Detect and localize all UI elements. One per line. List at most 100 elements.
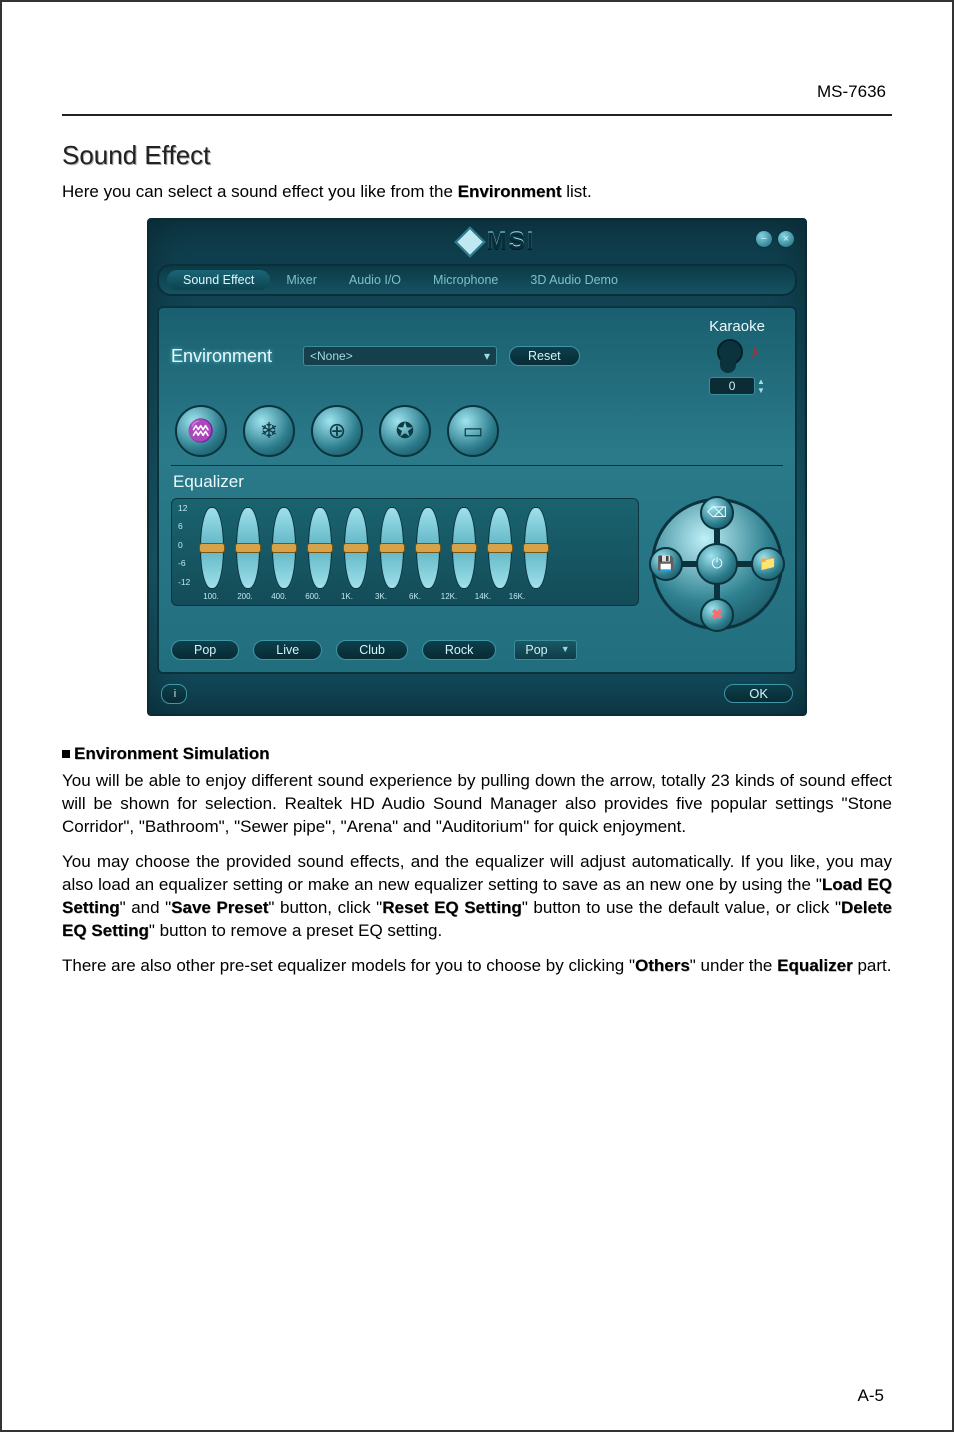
eq-band-label: 600.	[302, 592, 324, 601]
environment-dropdown[interactable]: <None> ▾	[303, 346, 497, 366]
env-preset-bathroom-icon[interactable]: ❄	[243, 405, 295, 457]
eq-band-label: 16K.	[506, 592, 528, 601]
p3-text: There are also other pre-set equalizer m…	[62, 956, 635, 975]
close-icon[interactable]: ×	[777, 230, 795, 248]
eq-band-label: 14K.	[472, 592, 494, 601]
eq-slider-400[interactable]	[272, 507, 296, 589]
karaoke-value: 0	[709, 377, 755, 395]
tab-microphone[interactable]: Microphone	[417, 270, 514, 290]
eq-band-label: 100.	[200, 592, 222, 601]
preset-club-button[interactable]: Club	[336, 640, 408, 660]
eq-slider-1k[interactable]	[344, 507, 368, 589]
preset-pop-button[interactable]: Pop	[171, 640, 239, 660]
karaoke-label: Karaoke	[691, 318, 783, 335]
p3-bold-others: Others	[635, 956, 690, 975]
equalizer-label: Equalizer	[173, 472, 783, 492]
window-titlebar: MSI − ×	[157, 226, 797, 256]
ok-button[interactable]: OK	[724, 684, 793, 703]
environment-preset-icons: ♒ ❄ ⊕ ✪ ▭	[175, 405, 783, 457]
eq-slider-100[interactable]	[200, 507, 224, 589]
eq-y-0: 0	[178, 540, 190, 550]
p3-text: part.	[853, 956, 892, 975]
p2-text: " and "	[120, 898, 172, 917]
p2-bold-save: Save Preset	[171, 898, 268, 917]
paragraph-2: You may choose the provided sound effect…	[62, 851, 892, 943]
preset-dropdown[interactable]: Pop	[514, 640, 576, 660]
p2-bold-reset: Reset EQ Setting	[382, 898, 522, 917]
eq-band-label: 400.	[268, 592, 290, 601]
p2-text: " button to remove a preset EQ setting.	[149, 921, 442, 940]
eq-slider-200[interactable]	[236, 507, 260, 589]
eq-eraser-icon[interactable]: ⌫	[700, 496, 734, 530]
minimize-icon[interactable]: −	[755, 230, 773, 248]
eq-band-label: 1K.	[336, 592, 358, 601]
msi-logo-icon	[454, 226, 485, 257]
karaoke-icon: ♪	[715, 339, 759, 375]
eq-control-dial: ⌫ 💾 ⏻ 📁 ✖	[651, 498, 783, 630]
msi-logo-text: MSI	[487, 228, 536, 256]
tab-3d-audio-demo[interactable]: 3D Audio Demo	[514, 270, 634, 290]
preset-rock-button[interactable]: Rock	[422, 640, 496, 660]
main-panel: Environment <None> ▾ Reset Karaoke ♪	[157, 306, 797, 674]
eq-band-label: 6K.	[404, 592, 426, 601]
p2-text: " button to use the default value, or cl…	[522, 898, 841, 917]
intro-paragraph: Here you can select a sound effect you l…	[62, 181, 892, 204]
panel-divider	[171, 465, 783, 466]
env-preset-stone-corridor-icon[interactable]: ♒	[175, 405, 227, 457]
eq-save-icon[interactable]: 💾	[649, 547, 683, 581]
subheading-text: Environment Simulation	[74, 744, 270, 763]
info-icon[interactable]: i	[161, 684, 187, 704]
chevron-down-icon: ▾	[484, 349, 490, 363]
eq-band-label: 200.	[234, 592, 256, 601]
section-title: Sound Effect	[62, 140, 892, 171]
karaoke-spinner[interactable]: ▲▼	[757, 377, 765, 395]
eq-slider-600[interactable]	[308, 507, 332, 589]
subheading-env-sim: Environment Simulation	[62, 744, 892, 764]
eq-slider-14k[interactable]	[488, 507, 512, 589]
environment-dropdown-value: <None>	[310, 349, 353, 363]
p3-bold-equalizer: Equalizer	[777, 956, 853, 975]
eq-delete-icon[interactable]: ✖	[700, 598, 734, 632]
equalizer-area: 12 6 0 -6 -12	[171, 498, 783, 630]
audio-manager-window: MSI − × Sound Effect Mixer Audio I/O Mic…	[147, 218, 807, 716]
eq-y-12: 12	[178, 503, 190, 513]
eq-band-label: 12K.	[438, 592, 460, 601]
reset-button[interactable]: Reset	[509, 346, 580, 366]
environment-row: Environment <None> ▾ Reset Karaoke ♪	[171, 318, 783, 395]
intro-text-pre: Here you can select a sound effect you l…	[62, 182, 458, 201]
paragraph-1: You will be able to enjoy different soun…	[62, 770, 892, 839]
eq-preset-row: Pop Live Club Rock Pop	[171, 640, 783, 660]
eq-y-neg12: -12	[178, 577, 190, 587]
eq-band-label: 3K.	[370, 592, 392, 601]
eq-slider-3k[interactable]	[380, 507, 404, 589]
p3-text: " under the	[690, 956, 777, 975]
env-preset-auditorium-icon[interactable]: ▭	[447, 405, 499, 457]
tab-sound-effect[interactable]: Sound Effect	[167, 270, 270, 290]
eq-y-6: 6	[178, 521, 190, 531]
msi-logo: MSI	[459, 228, 536, 256]
paragraph-3: There are also other pre-set equalizer m…	[62, 955, 892, 978]
p2-text: " button, click "	[268, 898, 382, 917]
eq-power-icon[interactable]: ⏻	[696, 543, 738, 585]
env-preset-sewer-pipe-icon[interactable]: ⊕	[311, 405, 363, 457]
intro-text-bold: Environment	[458, 182, 562, 201]
page-footer: A-5	[858, 1386, 884, 1406]
tab-bar: Sound Effect Mixer Audio I/O Microphone …	[157, 264, 797, 296]
screenshot-container: MSI − × Sound Effect Mixer Audio I/O Mic…	[62, 218, 892, 716]
page-header-right: MS-7636	[62, 82, 892, 102]
eq-slider-12k[interactable]	[452, 507, 476, 589]
p2-text: You may choose the provided sound effect…	[62, 852, 892, 894]
environment-label: Environment	[171, 346, 291, 367]
window-footer: i OK	[157, 684, 797, 704]
tab-mixer[interactable]: Mixer	[270, 270, 333, 290]
eq-load-icon[interactable]: 📁	[751, 547, 785, 581]
eq-slider-6k[interactable]	[416, 507, 440, 589]
bullet-icon	[62, 750, 70, 758]
eq-slider-16k[interactable]	[524, 507, 548, 589]
tab-audio-io[interactable]: Audio I/O	[333, 270, 417, 290]
equalizer-sliders: 12 6 0 -6 -12	[171, 498, 639, 606]
env-preset-arena-icon[interactable]: ✪	[379, 405, 431, 457]
header-divider	[62, 114, 892, 116]
eq-y-axis: 12 6 0 -6 -12	[178, 503, 190, 587]
preset-live-button[interactable]: Live	[253, 640, 322, 660]
